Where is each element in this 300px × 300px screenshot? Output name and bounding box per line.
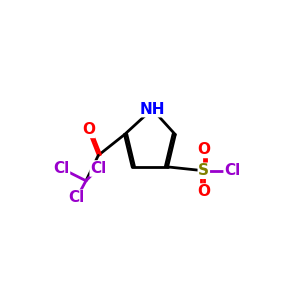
Text: S: S: [198, 163, 209, 178]
Text: Cl: Cl: [53, 161, 70, 176]
Text: Cl: Cl: [90, 161, 106, 176]
Text: O: O: [82, 122, 95, 137]
Text: O: O: [197, 184, 210, 199]
Text: Cl: Cl: [69, 190, 85, 205]
Text: O: O: [197, 142, 210, 158]
Text: Cl: Cl: [224, 163, 240, 178]
Text: NH: NH: [140, 102, 165, 117]
